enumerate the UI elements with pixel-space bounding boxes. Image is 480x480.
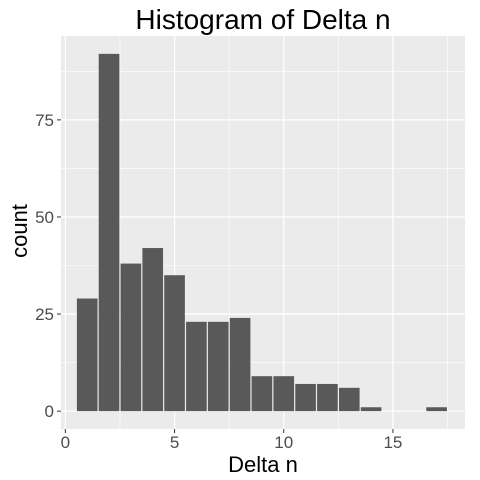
x-axis-title: Delta n <box>228 452 298 477</box>
y-tick-label: 0 <box>45 402 54 421</box>
x-tick-label: 15 <box>383 433 402 452</box>
x-axis: 0 5 10 15 <box>61 429 402 452</box>
histogram-bars <box>76 53 447 412</box>
x-tick-label: 0 <box>61 433 70 452</box>
histogram-bar <box>229 317 251 412</box>
y-tick-label: 50 <box>35 208 54 227</box>
y-axis: 0 25 50 75 <box>35 111 61 421</box>
chart-title: Histogram of Delta n <box>135 4 390 35</box>
x-tick-label: 10 <box>274 433 293 452</box>
histogram-bar <box>164 275 185 412</box>
histogram-bar <box>317 383 338 412</box>
histogram-bar <box>98 53 120 412</box>
histogram-bar <box>251 376 273 412</box>
y-tick-label: 25 <box>35 305 54 324</box>
histogram-bar <box>142 248 164 412</box>
x-tick-label: 5 <box>170 433 179 452</box>
histogram-bar <box>273 376 295 412</box>
histogram-bar <box>295 383 316 412</box>
histogram-bar <box>207 321 229 412</box>
histogram-bar <box>186 321 207 412</box>
histogram-bar <box>360 407 382 412</box>
histogram-bar <box>76 298 98 412</box>
y-axis-title: count <box>7 204 32 258</box>
histogram-bar <box>120 263 142 412</box>
minor-gridlines <box>61 36 465 429</box>
histogram-bar <box>338 387 360 412</box>
histogram-bar <box>426 407 447 412</box>
y-tick-label: 75 <box>35 111 54 130</box>
